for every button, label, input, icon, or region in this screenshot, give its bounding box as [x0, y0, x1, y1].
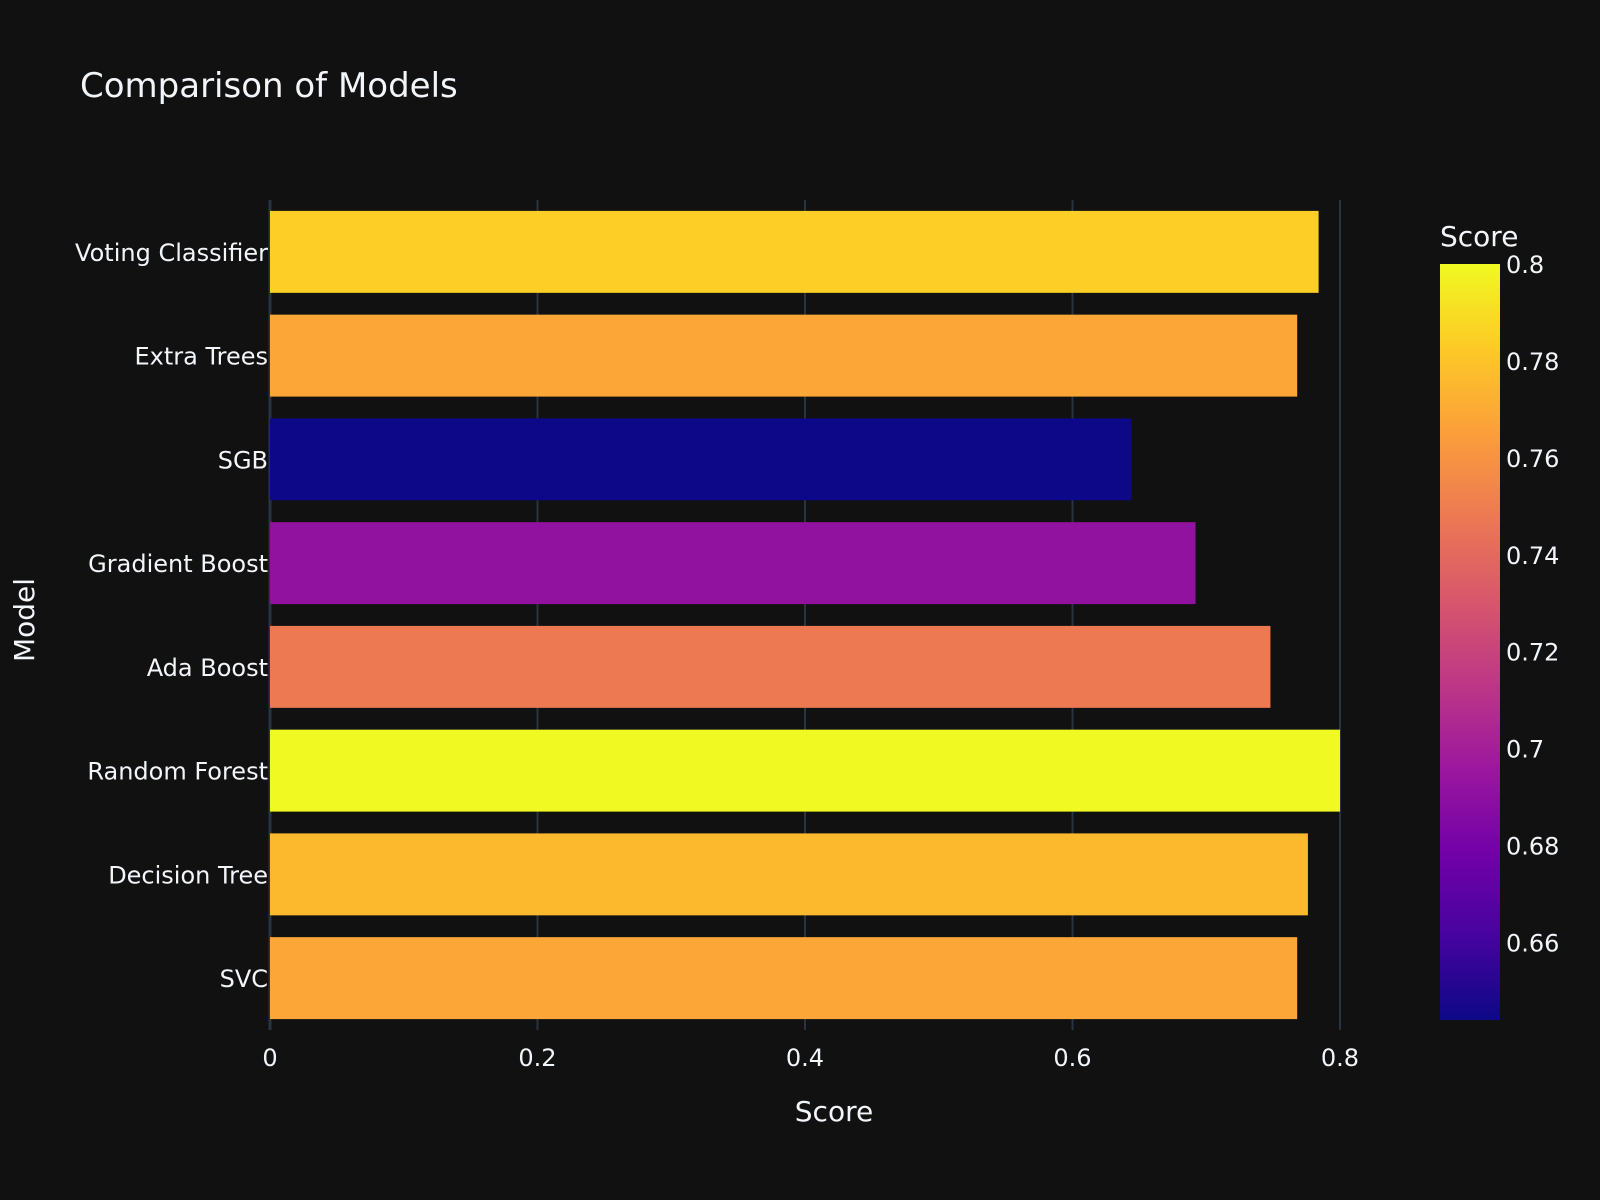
- category-label: SGB: [218, 446, 268, 474]
- y-axis-title: Model: [8, 578, 41, 662]
- bar: [270, 625, 1271, 708]
- colorbar-tick-label: 0.8: [1506, 251, 1544, 279]
- colorbar-tick-label: 0.68: [1506, 833, 1559, 861]
- x-tick-labels: 0 0.2 0.4 0.6 0.8: [262, 1044, 1359, 1072]
- chart-title: Comparison of Models: [80, 66, 458, 106]
- x-tick-label: 0.4: [786, 1044, 824, 1072]
- colorbar-tick-label: 0.7: [1506, 736, 1544, 764]
- bar: [270, 314, 1298, 397]
- bar: [270, 418, 1132, 501]
- x-tick-label: 0.2: [518, 1044, 556, 1072]
- colorbar-tick-label: 0.66: [1506, 929, 1559, 957]
- bar: [270, 937, 1298, 1020]
- category-label: Decision Tree: [108, 861, 268, 889]
- bar: [270, 210, 1319, 293]
- bar: [270, 833, 1308, 916]
- colorbar: [1440, 264, 1500, 1020]
- category-label: Extra Trees: [135, 343, 269, 371]
- x-tick-label: 0.8: [1321, 1044, 1359, 1072]
- bars: [270, 210, 1340, 1020]
- colorbar-tick-label: 0.76: [1506, 445, 1559, 473]
- category-label: Random Forest: [87, 758, 268, 786]
- x-tick-label: 0: [262, 1044, 277, 1072]
- category-labels: Voting Classifier Extra Trees SGB Gradient …: [75, 239, 268, 993]
- category-label: SVC: [220, 965, 268, 993]
- category-label: Voting Classifier: [75, 239, 268, 267]
- colorbar-tick-label: 0.72: [1506, 639, 1559, 667]
- colorbar-tick-labels: 0.8 0.78 0.76 0.74 0.72 0.7 0.68 0.66: [1506, 251, 1559, 957]
- x-axis-title: Score: [795, 1095, 873, 1128]
- colorbar-tick-label: 0.74: [1506, 542, 1559, 570]
- category-label: Gradient Boost: [88, 550, 268, 578]
- colorbar-title: Score: [1440, 220, 1518, 253]
- colorbar-tick-label: 0.78: [1506, 348, 1559, 376]
- bar: [270, 522, 1196, 605]
- category-label: Ada Boost: [147, 654, 268, 682]
- bar: [270, 729, 1340, 812]
- x-tick-label: 0.6: [1053, 1044, 1091, 1072]
